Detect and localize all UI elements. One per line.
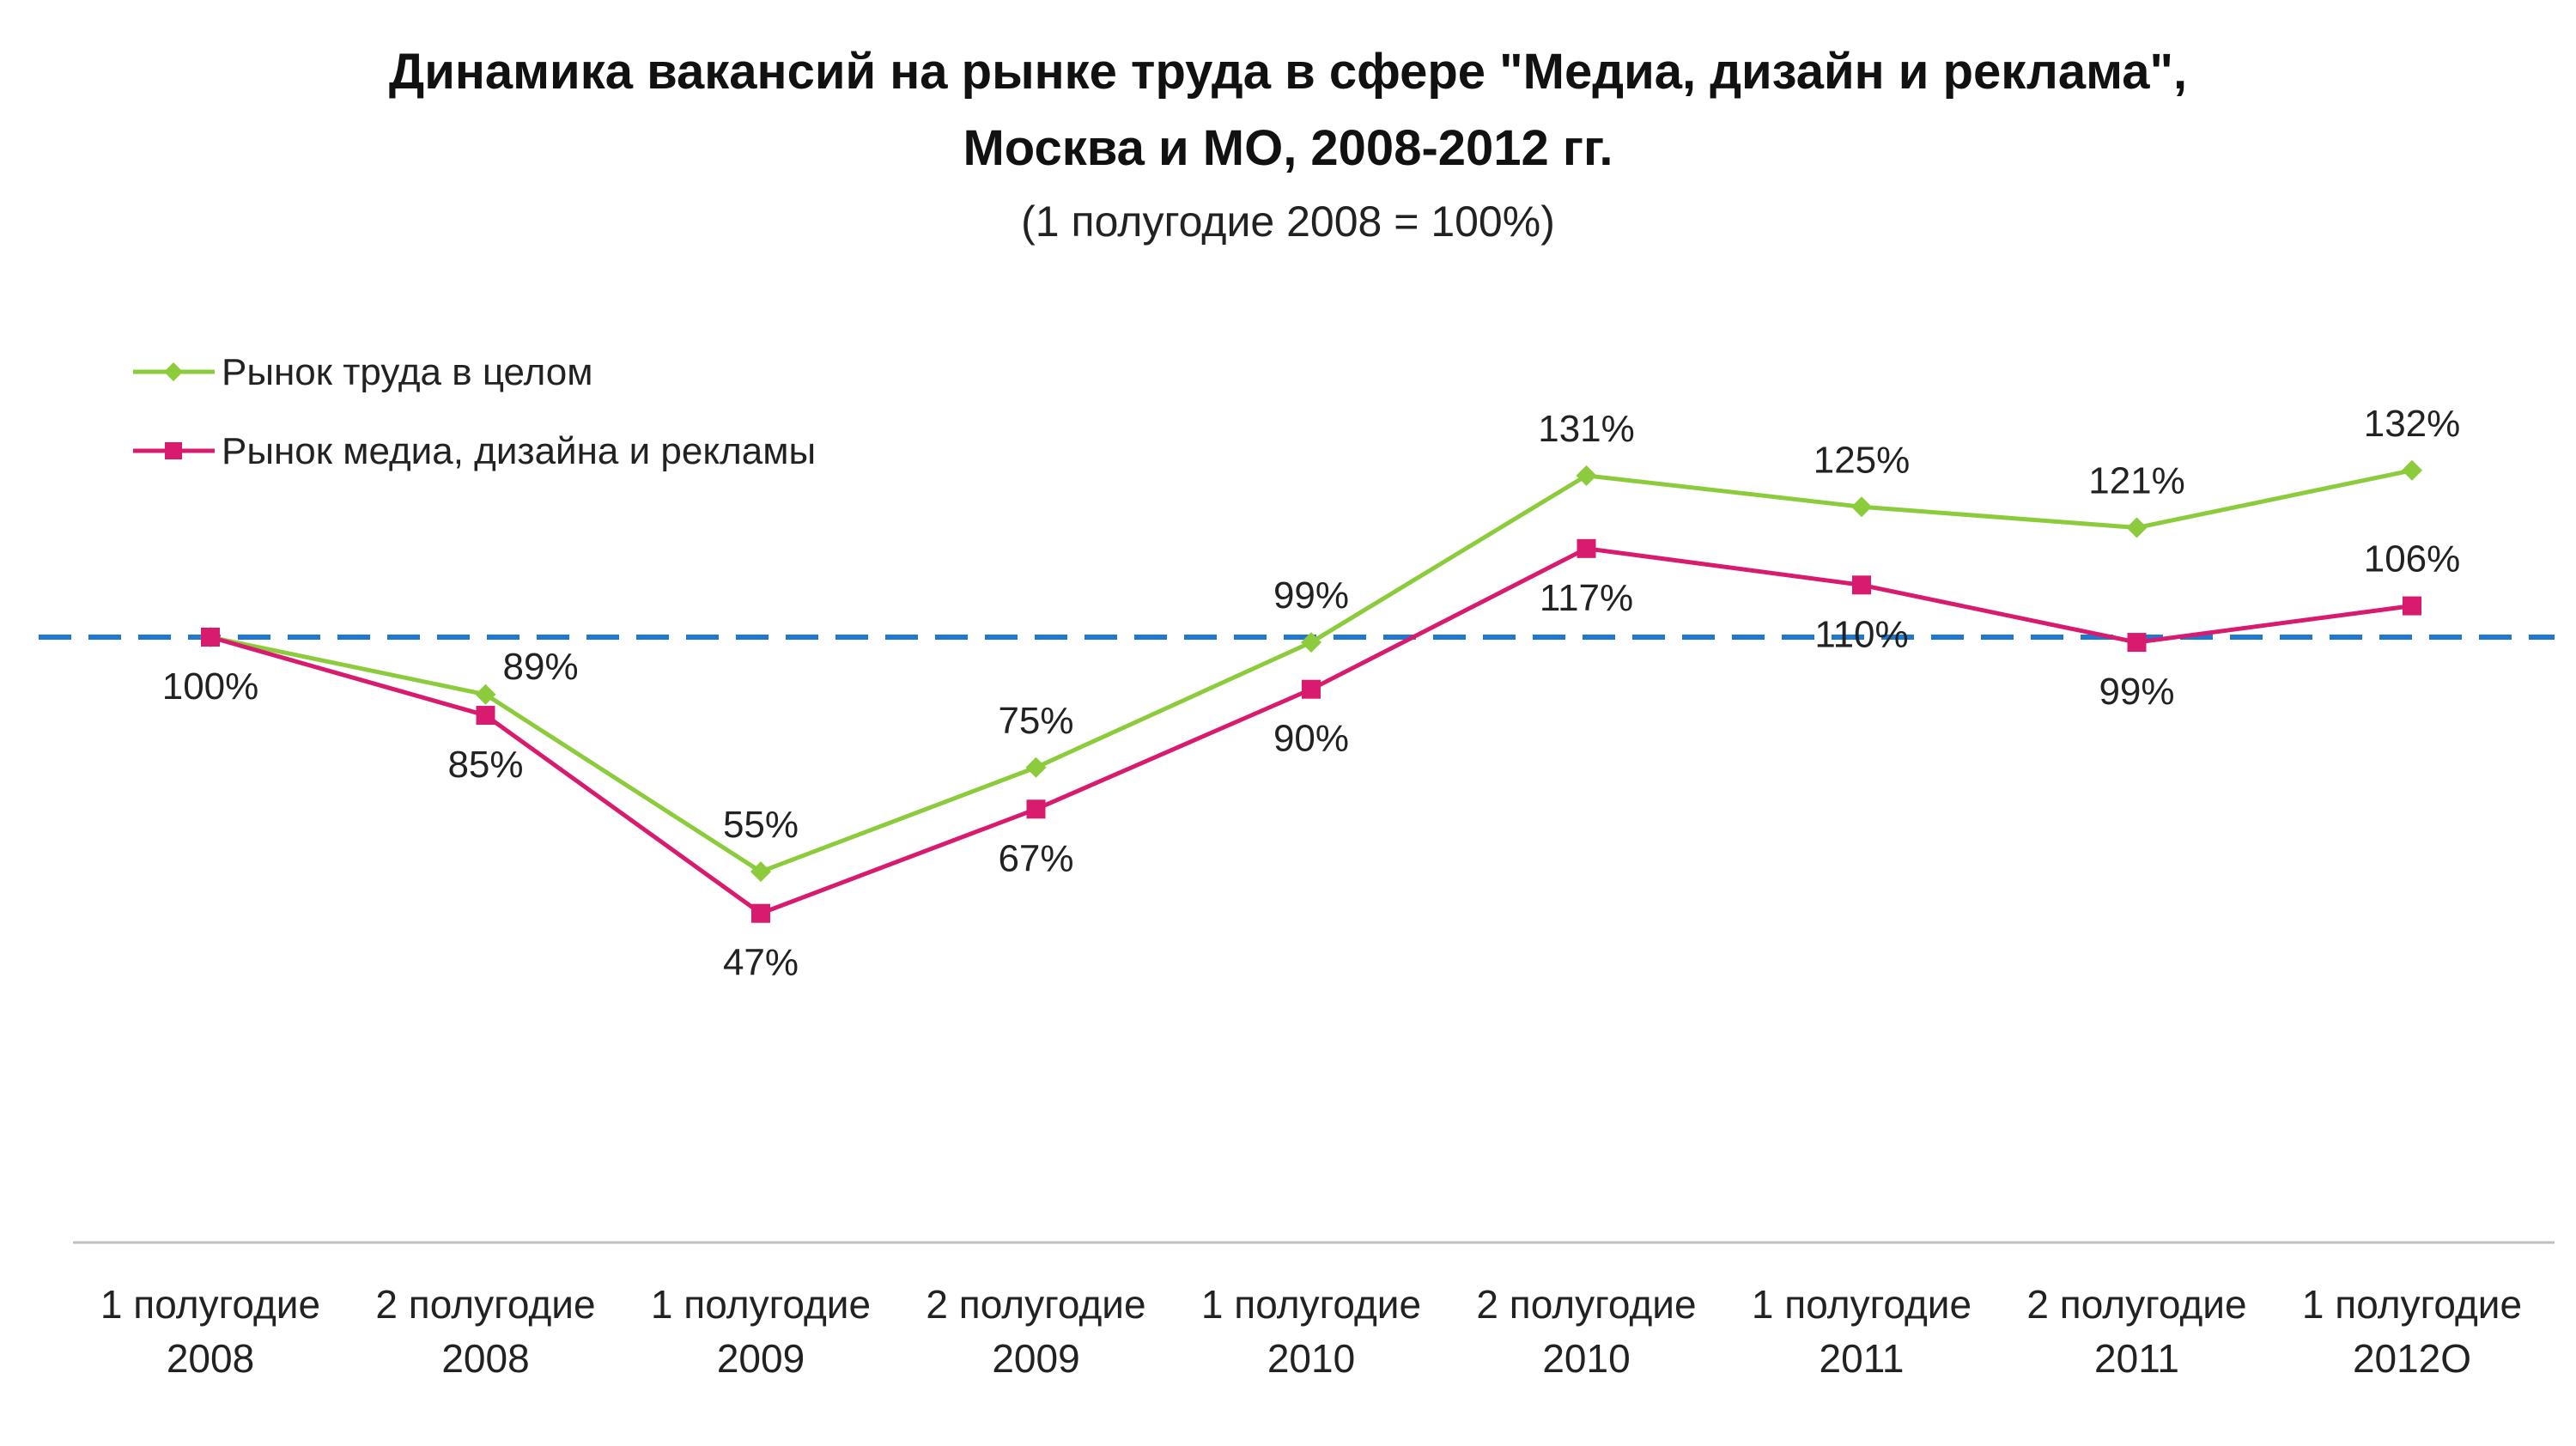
data-point-diamond [1576, 465, 1597, 486]
data-label: 85% [447, 744, 523, 786]
x-tick-label: 2012О [2353, 1336, 2471, 1381]
series-2 [201, 538, 2421, 923]
x-tick-label: 1 полугодие [1752, 1282, 1971, 1327]
x-tick-label: 2011 [1820, 1336, 1905, 1381]
data-label: 110% [1814, 613, 1908, 655]
data-label: 89% [503, 646, 579, 688]
data-label: 90% [1273, 718, 1349, 760]
data-label: 131% [1538, 408, 1635, 450]
data-point-square [1026, 799, 1046, 819]
x-tick-label: 2008 [441, 1336, 529, 1381]
data-point-diamond [2402, 459, 2422, 481]
data-point-square [476, 706, 495, 726]
x-tick-label: 2 полугодие [926, 1282, 1145, 1327]
data-label: 125% [1814, 439, 1911, 481]
data-point-diamond [1851, 496, 1872, 518]
x-tick-label: 2 полугодие [2026, 1282, 2246, 1327]
data-point-diamond [2126, 517, 2148, 538]
data-label: 106% [2364, 538, 2461, 580]
chart-title-line: Москва и МО, 2008-2012 гг. [963, 120, 1613, 176]
legend: Рынок труда в целом Рынок медиа, дизайна … [133, 351, 816, 472]
x-axis: 1 полугодие 2008 2 полугодие 2008 1 полугоди… [73, 1241, 2555, 1381]
data-point-square [1577, 538, 1596, 558]
x-tick-label: 2009 [717, 1336, 805, 1381]
legend-item: Рынок медиа, дизайна и рекламы [133, 430, 816, 472]
x-tick-label: 2 полугодие [375, 1282, 595, 1327]
data-point-square [1302, 679, 1321, 699]
data-label: 100% [162, 665, 259, 708]
legend-diamond-marker [164, 362, 183, 381]
legend-label: Рынок медиа, дизайна и рекламы [222, 430, 816, 472]
legend-square-marker [165, 442, 182, 459]
data-point-diamond [750, 861, 771, 883]
chart-title-line: Динамика вакансий на рынке труда в сфере… [389, 44, 2187, 100]
x-tick-label: 1 полугодие [651, 1282, 871, 1327]
data-point-square [751, 903, 770, 923]
legend-label: Рынок труда в целом [222, 351, 592, 393]
x-tick-label: 1 полугодие [2302, 1282, 2522, 1327]
chart-title: Динамика вакансий на рынке труда в сфере… [389, 44, 2187, 176]
data-label: 67% [998, 837, 1073, 879]
x-tick-label: 2009 [992, 1336, 1079, 1381]
x-tick-label: 2010 [1267, 1336, 1355, 1381]
data-point-diamond [1025, 756, 1047, 778]
series-lines [200, 459, 2422, 923]
data-point-diamond [1301, 632, 1321, 653]
data-labels: 89% 55% 75% 99% 131% 125% 121% 132% 100% 85% 47% 67… [162, 403, 2461, 984]
data-point-square [2127, 633, 2147, 653]
data-label: 121% [2088, 460, 2185, 502]
x-tick-label: 2008 [167, 1336, 254, 1381]
data-point-square [201, 628, 220, 647]
data-point-square [2403, 596, 2421, 616]
chart-subtitle: (1 полугодие 2008 = 100%) [1021, 197, 1555, 246]
x-tick-label: 1 полугодие [1201, 1282, 1421, 1327]
data-point-diamond [475, 684, 496, 705]
x-tick-label: 2011 [2094, 1336, 2179, 1381]
data-label: 47% [723, 942, 799, 984]
data-label: 99% [2099, 671, 2174, 713]
data-point-square [1852, 575, 1871, 595]
data-label: 75% [998, 700, 1073, 742]
legend-item: Рынок труда в целом [133, 351, 592, 393]
data-label: 99% [1273, 574, 1349, 617]
data-label: 117% [1540, 577, 1633, 619]
x-tick-label: 1 полугодие [100, 1282, 320, 1327]
data-label: 55% [723, 804, 799, 846]
x-tick-label: 2010 [1542, 1336, 1630, 1381]
x-tick-label: 2 полугодие [1476, 1282, 1696, 1327]
data-label: 132% [2364, 403, 2461, 445]
